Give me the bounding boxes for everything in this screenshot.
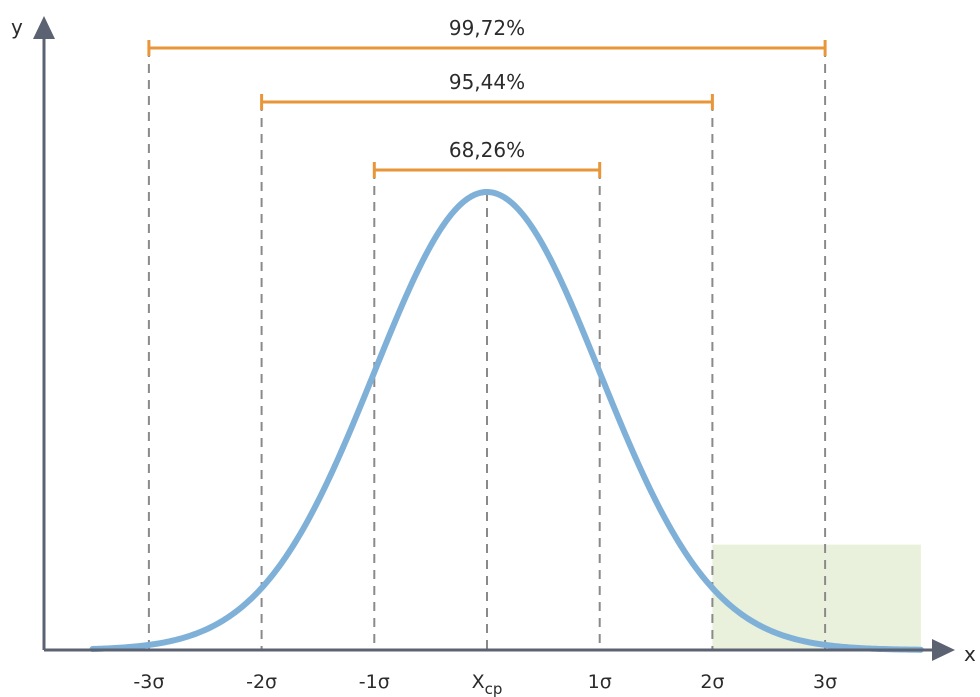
interval-label: 68,26% (449, 138, 525, 162)
x-tick-label: 3σ (813, 671, 837, 693)
x-tick-label: 2σ (700, 671, 724, 693)
interval-bracket: 68,26% (372, 138, 602, 178)
sigma-guide-layer (147, 48, 827, 650)
shaded-tail-region (712, 544, 921, 650)
x-tick-label: -3σ (133, 671, 164, 693)
axes: x y (11, 15, 976, 666)
x-tick-label: -2σ (246, 671, 277, 693)
x-tick-label: 1σ (588, 671, 612, 693)
interval-bracket: 95,44% (260, 70, 714, 110)
x-tick-label: -1σ (359, 671, 390, 693)
normal-curve-line (89, 189, 924, 653)
interval-label: 95,44% (449, 70, 525, 94)
x-tick-label: Xcp (472, 671, 503, 697)
curve-layer (89, 189, 924, 653)
interval-label: 99,72% (449, 16, 525, 40)
x-tick-labels: -3σ -2σ -1σ Xcp 1σ 2σ 3σ (133, 671, 837, 697)
x-axis-arrow-icon (932, 639, 955, 661)
interval-brackets: 68,26% 95,44% 99,72% (147, 16, 827, 178)
shaded-tail-layer (712, 544, 921, 650)
interval-bracket: 99,72% (147, 16, 827, 56)
x-axis-label: x (964, 642, 976, 666)
y-axis-arrow-icon (33, 16, 55, 39)
y-axis-label: y (11, 15, 23, 39)
